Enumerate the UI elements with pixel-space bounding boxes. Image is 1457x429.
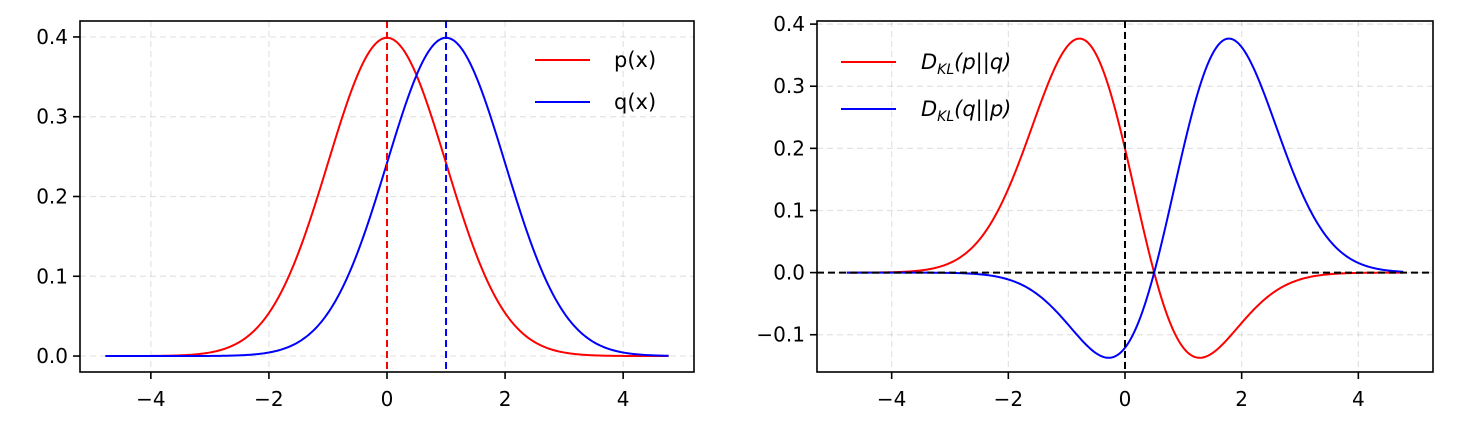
legend-label-p: p(x) [614,48,656,72]
y-tick-label: 0.2 [773,136,805,160]
x-tick-label: 2 [1235,387,1248,411]
legend-entry-q: q(x) [535,90,656,114]
y-tick-label: 0.1 [773,198,805,222]
x-tick-label: 2 [499,387,512,411]
y-tick-label: 0.3 [773,74,805,98]
legend-entry-p: p(x) [535,48,656,72]
y-tick-label: 0.1 [36,264,68,288]
y-tick-label: 0.2 [36,185,68,209]
x-tick-label: −4 [136,387,165,411]
y-tick-label: 0.4 [773,12,805,36]
y-tick-label: 0.3 [36,105,68,129]
x-tick-label: 4 [1352,387,1365,411]
x-tick-label: 0 [381,387,394,411]
density-chart-legend: p(x) q(x) [535,48,656,114]
x-tick-label: −2 [254,387,283,411]
legend-entry-dkl-pq: DKL(p||q) [841,50,1011,78]
y-tick-label: 0.4 [36,25,68,49]
x-tick-label: −2 [994,387,1023,411]
x-tick-label: 4 [617,387,630,411]
legend-label-dkl-qp: DKL(q||p) [921,97,1011,125]
x-tick-label: −4 [877,387,906,411]
series-line-q [105,36,669,358]
x-tick-label: 0 [1119,387,1132,411]
legend-entry-dkl-qp: DKL(q||p) [841,97,1011,125]
density-chart-panel: −4 −2 0 2 4 0.0 0.1 0.2 0.3 0.4 p(x) q(x) [36,20,695,411]
kl-chart-legend: DKL(p||q) DKL(q||p) [841,50,1011,125]
kl-divergence-chart-panel: −4 −2 0 2 4 −0.1 0.0 0.1 0.2 0.3 0.4 DKL(p||q) DK… [756,12,1434,411]
legend-label-q: q(x) [614,90,656,114]
legend-label-dkl-pq: DKL(p||q) [921,50,1011,78]
y-tick-label: −0.1 [756,323,805,347]
y-tick-label: 0.0 [36,344,68,368]
y-tick-label: 0.0 [773,261,805,285]
